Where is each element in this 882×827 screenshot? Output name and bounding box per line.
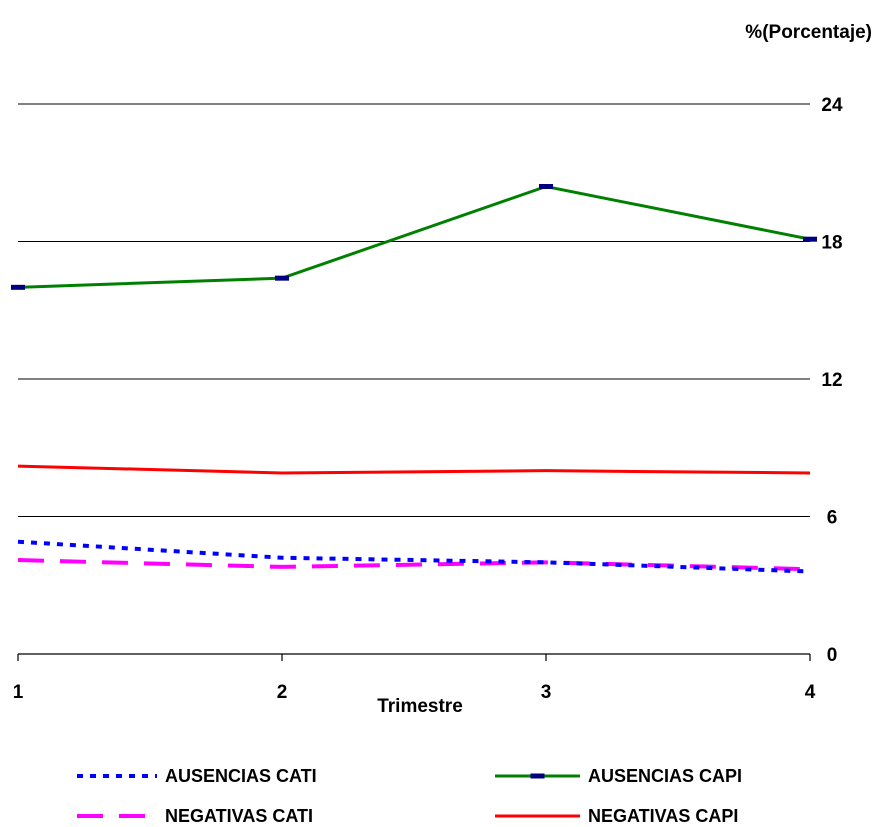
x-tick-labels: 1 2 3 4 bbox=[13, 682, 816, 703]
x-axis-title: Trimestre bbox=[377, 696, 463, 717]
y-tick-labels: 0 6 12 18 24 bbox=[821, 95, 843, 666]
x-axis bbox=[17, 653, 811, 661]
legend: AUSENCIAS CATI AUSENCIAS CAPI NEGATIVAS CA… bbox=[77, 766, 742, 826]
x-tick-label: 1 bbox=[13, 682, 24, 703]
legend-label: NEGATIVAS CATI bbox=[165, 806, 313, 826]
data-point-marker bbox=[539, 184, 553, 189]
y-tick-label: 6 bbox=[827, 508, 838, 529]
x-tick-label: 4 bbox=[805, 682, 816, 703]
series-line bbox=[17, 558, 811, 572]
legend-label: AUSENCIAS CAPI bbox=[588, 766, 742, 786]
series-line bbox=[17, 184, 811, 289]
data-point-marker bbox=[275, 275, 289, 281]
series-line bbox=[17, 539, 811, 574]
legend-label: NEGATIVAS CAPI bbox=[588, 806, 738, 826]
legend-label: AUSENCIAS CATI bbox=[165, 766, 317, 786]
data-point-marker bbox=[11, 284, 25, 290]
y-tick-label: 0 bbox=[827, 645, 838, 666]
series-group bbox=[11, 184, 817, 574]
data-point-marker bbox=[803, 236, 817, 242]
series-line bbox=[17, 464, 811, 475]
y-tick-label: 24 bbox=[821, 95, 843, 116]
gridlines bbox=[18, 103, 810, 517]
legend-marker bbox=[530, 773, 545, 779]
x-tick-label: 2 bbox=[277, 682, 288, 703]
y-tick-label: 12 bbox=[821, 370, 842, 391]
x-tick-label: 3 bbox=[541, 682, 552, 703]
y-tick-label: 18 bbox=[821, 233, 842, 254]
y-axis-title: %(Porcentaje) bbox=[745, 22, 872, 43]
